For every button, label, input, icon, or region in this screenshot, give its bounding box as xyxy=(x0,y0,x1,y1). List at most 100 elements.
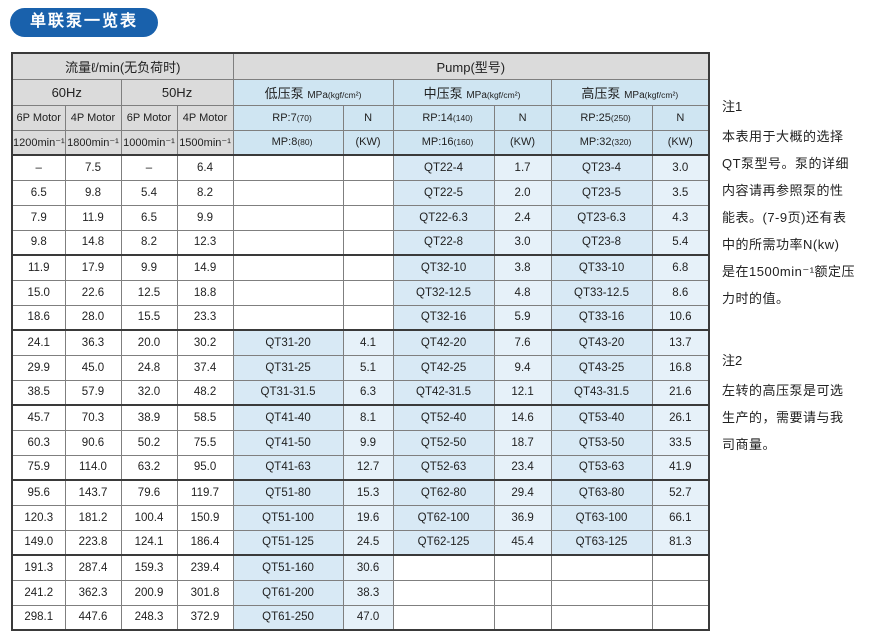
note-2: 注2 左转的高压泵是可选 生产的，需要请与我 司商量。 xyxy=(722,350,874,458)
table-row: 6.5 9.8 5.4 8.2 QT22-5 2.0 QT23-5 3.5 xyxy=(11,179,710,206)
power-cell xyxy=(342,204,394,231)
power-cell: 13.7 xyxy=(651,329,710,356)
motor-4p-60hz: 4P Motor xyxy=(64,104,122,131)
power-cell: 30.6 xyxy=(342,554,394,581)
power-cell xyxy=(342,154,394,181)
pump-model-cell: QT31-25 xyxy=(232,354,344,381)
flow-cell: 18.8 xyxy=(176,279,234,306)
table-row: 95.6 143.7 79.6 119.7 QT51-80 15.3 QT62-80 29.4… xyxy=(11,479,710,506)
power-cell: 5.1 xyxy=(342,354,394,381)
pump-model-cell xyxy=(232,179,344,206)
note-line: 内容请再参照泵的性 xyxy=(722,183,844,198)
high-pressure-header: 高压泵 MPa(kgf/cm²) xyxy=(550,78,710,106)
flow-cell: 159.3 xyxy=(120,554,178,581)
flow-cell: 45.0 xyxy=(64,354,122,381)
flow-cell: – xyxy=(11,154,66,181)
flow-cell: 186.4 xyxy=(176,529,234,556)
power-cell: 9.4 xyxy=(493,354,552,381)
header-row-speeds-mp: 1200min⁻¹ 1800min⁻¹ 1000min⁻¹ 1500min⁻¹ … xyxy=(11,129,710,156)
flow-cell: 6.5 xyxy=(11,179,66,206)
pump-model-cell xyxy=(550,579,653,606)
high-n-header: N xyxy=(651,104,710,131)
high-rp-small: (250) xyxy=(610,112,631,123)
flow-cell: 120.3 xyxy=(11,504,66,531)
pump-model-cell: QT31-20 xyxy=(232,329,344,356)
flow-cell: 11.9 xyxy=(11,254,66,281)
power-cell: 41.9 xyxy=(651,454,710,481)
power-cell: 33.5 xyxy=(651,429,710,456)
power-cell: 4.1 xyxy=(342,329,394,356)
power-cell xyxy=(342,279,394,306)
power-cell: 8.6 xyxy=(651,279,710,306)
flow-cell: 372.9 xyxy=(176,604,234,631)
power-cell: 12.7 xyxy=(342,454,394,481)
power-cell xyxy=(342,179,394,206)
table-row: 298.1 447.6 248.3 372.9 QT61-250 47.0 xyxy=(11,604,710,631)
flow-cell: 11.9 xyxy=(64,204,122,231)
mid-mp-small: (160) xyxy=(453,137,474,148)
power-cell: 15.3 xyxy=(342,479,394,506)
pump-spec-table: 流量ℓ/min(无负荷时) Pump(型号) 60Hz 50Hz 低压泵 MPa… xyxy=(11,52,711,631)
flow-cell: 32.0 xyxy=(120,379,178,406)
note-2-body: 左转的高压泵是可选 生产的，需要请与我 司商量。 xyxy=(722,377,874,458)
power-cell: 19.6 xyxy=(342,504,394,531)
speed-1200: 1200min⁻¹ xyxy=(11,129,66,156)
pump-model-cell: QT33-10 xyxy=(550,254,653,281)
motor-4p-50hz: 4P Motor xyxy=(176,104,234,131)
pump-model-cell xyxy=(232,254,344,281)
note-line: QT泵型号。泵的详细 xyxy=(722,156,850,171)
pump-model-cell: QT22-5 xyxy=(392,179,495,206)
flow-cell: 30.2 xyxy=(176,329,234,356)
flow-cell: 9.8 xyxy=(64,179,122,206)
flow-cell: 143.7 xyxy=(64,479,122,506)
mid-pressure-unit-small: (kgf/cm²) xyxy=(486,89,521,100)
flow-cell: 24.1 xyxy=(11,329,66,356)
power-cell: 29.4 xyxy=(493,479,552,506)
flow-cell: 70.3 xyxy=(64,404,122,431)
header-row-motors-rp: 6P Motor 4P Motor 6P Motor 4P Motor RP:7… xyxy=(11,104,710,131)
power-cell: 47.0 xyxy=(342,604,394,631)
pump-model-cell: QT51-125 xyxy=(232,529,344,556)
flow-cell: 20.0 xyxy=(120,329,178,356)
power-cell: 3.0 xyxy=(493,229,552,256)
flow-cell: 248.3 xyxy=(120,604,178,631)
flow-cell: 9.8 xyxy=(11,229,66,256)
mid-pressure-name: 中压泵 xyxy=(423,85,463,101)
notes-column: 注1 本表用于大概的选择 QT泵型号。泵的详细 内容请再参照泵的性 能表。(7-9页)… xyxy=(722,96,874,458)
mid-rp-header: RP:14(140) xyxy=(392,104,495,131)
pump-model-cell: QT23-5 xyxy=(550,179,653,206)
flow-cell: 5.4 xyxy=(120,179,178,206)
flow-cell: 50.2 xyxy=(120,429,178,456)
power-cell: 5.9 xyxy=(493,304,552,331)
freq-60hz-header: 60Hz xyxy=(11,78,122,106)
pump-model-cell: QT51-80 xyxy=(232,479,344,506)
pump-model-cell xyxy=(392,604,495,631)
power-cell: 10.6 xyxy=(651,304,710,331)
pump-model-cell: QT51-160 xyxy=(232,554,344,581)
flow-cell: 38.9 xyxy=(120,404,178,431)
pump-model-cell: QT43-25 xyxy=(550,354,653,381)
pump-model-cell: QT22-4 xyxy=(392,154,495,181)
pump-model-cell: QT32-16 xyxy=(392,304,495,331)
pump-model-cell: QT42-20 xyxy=(392,329,495,356)
flow-cell: 301.8 xyxy=(176,579,234,606)
flow-cell: 79.6 xyxy=(120,479,178,506)
power-cell xyxy=(651,604,710,631)
pump-model-cell: QT22-6.3 xyxy=(392,204,495,231)
flow-cell: 23.3 xyxy=(176,304,234,331)
table-row: 241.2 362.3 200.9 301.8 QT61-200 38.3 xyxy=(11,579,710,606)
pump-model-cell xyxy=(392,554,495,581)
flow-cell: 6.5 xyxy=(120,204,178,231)
motor-6p-50hz: 6P Motor xyxy=(120,104,178,131)
pump-model-cell: QT31-31.5 xyxy=(232,379,344,406)
motor-6p-60hz: 6P Motor xyxy=(11,104,66,131)
mid-mp-value: MP:16 xyxy=(421,136,454,149)
power-cell: 3.8 xyxy=(493,254,552,281)
flow-cell: 241.2 xyxy=(11,579,66,606)
pump-model-cell: QT41-63 xyxy=(232,454,344,481)
table-row: 191.3 287.4 159.3 239.4 QT51-160 30.6 xyxy=(11,554,710,581)
flow-cell: 63.2 xyxy=(120,454,178,481)
table-row: 18.6 28.0 15.5 23.3 QT32-16 5.9 QT33-16 10.6 xyxy=(11,304,710,331)
mid-pressure-unit: MPa xyxy=(466,89,487,101)
power-cell: 36.9 xyxy=(493,504,552,531)
